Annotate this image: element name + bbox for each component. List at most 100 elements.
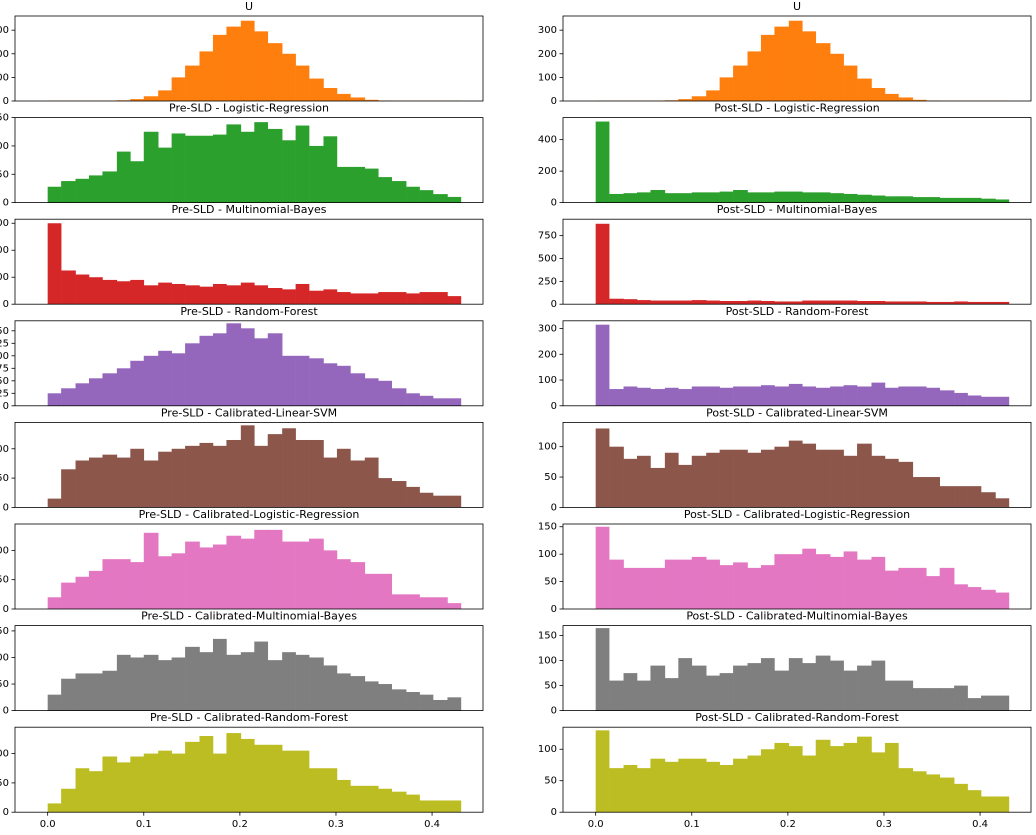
chart-title: Pre-SLD - Calibrated-Random-Forest <box>150 711 349 724</box>
histogram-bar <box>447 495 462 508</box>
histogram-bar <box>391 292 407 305</box>
histogram-bar <box>802 663 817 711</box>
histogram-bar <box>733 65 748 101</box>
histogram-bar <box>61 469 76 508</box>
plot-frame <box>562 421 1032 508</box>
histogram-bar <box>75 383 90 406</box>
histogram-bar <box>419 395 434 406</box>
histogram-bar <box>595 121 610 203</box>
histogram-bar <box>898 386 914 406</box>
histogram-bar <box>419 292 434 305</box>
histogram-bar <box>130 657 145 711</box>
histogram-bar <box>240 20 255 101</box>
histogram-bar <box>143 654 159 711</box>
histogram-bar <box>664 300 679 305</box>
histogram-bar <box>199 335 214 406</box>
histogram-bar <box>226 535 242 609</box>
histogram-bar <box>226 439 242 508</box>
y-tick-label: 100 <box>0 749 9 760</box>
histogram-bar <box>747 452 762 508</box>
y-tick-label: 100 <box>538 442 557 453</box>
histogram-bar <box>171 283 186 305</box>
histogram-bar <box>254 31 269 101</box>
histogram-bar <box>636 192 651 203</box>
histogram-bar <box>719 673 734 711</box>
histogram-bar <box>185 343 200 406</box>
histogram-bar <box>102 670 118 711</box>
histogram-bar <box>678 559 693 609</box>
histogram-bar <box>636 387 651 406</box>
plot-frame <box>562 320 1032 407</box>
histogram-bar <box>116 457 131 508</box>
histogram-bar <box>774 670 790 711</box>
histogram-bar <box>954 197 968 203</box>
histogram-bar <box>733 190 748 203</box>
histogram-bar <box>378 292 393 305</box>
y-tick-label: 200 <box>0 245 9 256</box>
histogram-bar <box>995 796 1010 813</box>
chart-title: Pre-SLD - Logistic-Regression <box>169 102 329 115</box>
histogram-bar <box>447 398 462 406</box>
histogram-bar <box>143 96 159 101</box>
histogram-bar <box>981 796 996 813</box>
y-tick-label: 300 <box>538 25 557 36</box>
histogram-bar <box>254 445 269 508</box>
chart-title: Post-SLD - Calibrated-Logistic-Regressio… <box>684 508 910 521</box>
histogram-bar <box>788 440 803 508</box>
histogram-bar <box>88 673 103 711</box>
histogram-bar <box>857 386 872 406</box>
histogram-bar <box>309 78 324 101</box>
histogram-bar <box>171 448 186 508</box>
histogram-bar <box>830 746 844 813</box>
histogram-bar <box>75 274 90 305</box>
histogram-bar <box>130 161 145 203</box>
histogram-bar <box>336 292 351 305</box>
histogram-bar <box>419 800 434 813</box>
histogram-bar <box>719 764 734 813</box>
histogram-bar <box>240 538 255 609</box>
y-tick-label: 200 <box>0 49 9 60</box>
histogram-bar <box>636 768 651 813</box>
histogram-bar <box>995 498 1010 508</box>
y-tick-label: 50 <box>544 472 557 483</box>
y-tick-label: 0 <box>3 604 9 615</box>
x-tick-label: 0.0 <box>588 819 604 830</box>
histogram-bar <box>719 77 734 101</box>
histogram-bar <box>254 744 269 813</box>
histogram-bar <box>760 658 775 711</box>
histogram-bar <box>323 768 338 813</box>
histogram-bar <box>158 660 172 711</box>
histogram-bar <box>898 768 914 813</box>
histogram-bar <box>802 443 817 508</box>
histogram-bar <box>61 582 76 609</box>
histogram-bar <box>898 97 914 101</box>
histogram-bar <box>884 301 899 305</box>
y-tick-label: 50 <box>0 778 9 789</box>
histogram-bar <box>282 652 296 711</box>
histogram-bar <box>939 486 955 508</box>
histogram-bar <box>595 223 610 305</box>
chart-title: Pre-SLD - Calibrated-Logistic-Regression <box>139 508 360 521</box>
histogram-bar <box>871 660 886 711</box>
histogram-bar <box>830 556 844 609</box>
histogram-bar <box>75 460 90 508</box>
histogram-bar <box>88 277 103 305</box>
y-tick-label: 150 <box>538 631 557 642</box>
histogram-bar <box>774 742 790 813</box>
histogram-bar <box>447 296 462 305</box>
plot-frame <box>14 117 484 203</box>
y-tick-label: 0 <box>551 198 557 209</box>
histogram-bar <box>350 293 366 305</box>
histogram-bar <box>802 192 817 203</box>
histogram-bar <box>282 289 296 305</box>
histogram-bar <box>75 673 90 711</box>
histogram-bar <box>282 140 296 203</box>
histogram-bar <box>47 393 62 406</box>
chart-title: Pre-SLD - Random-Forest <box>180 305 318 318</box>
histogram-bar <box>954 685 968 711</box>
histogram-bar <box>843 385 858 406</box>
y-tick-label: 300 <box>0 218 9 229</box>
histogram-bar <box>830 53 844 101</box>
histogram-bar <box>143 753 159 813</box>
